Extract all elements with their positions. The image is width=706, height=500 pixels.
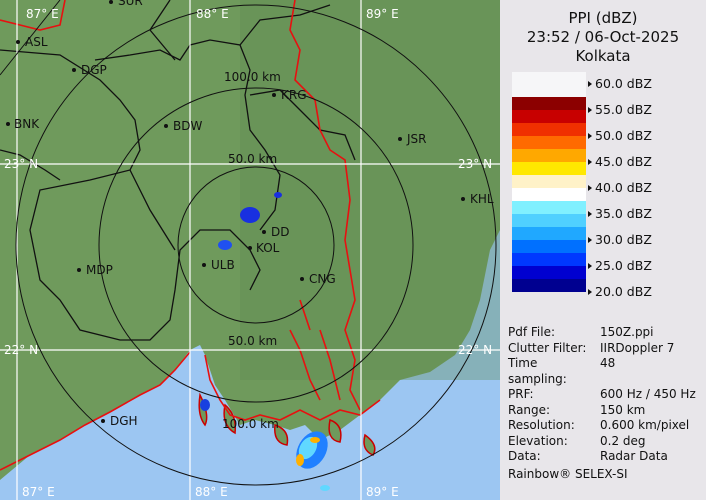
- legend-swatch: [512, 253, 586, 266]
- city-sur: SUR: [118, 0, 143, 8]
- legend-label: 35.0 dBZ: [588, 206, 652, 221]
- weather-bg-tint: [240, 0, 500, 380]
- info-key: Range:: [508, 402, 551, 417]
- lat-22-right-label: 22° N: [458, 343, 492, 357]
- city-khl: KHL: [470, 192, 494, 206]
- city-kol: KOL: [256, 241, 280, 255]
- legend-swatch: [512, 162, 586, 175]
- info-value: 48: [600, 356, 616, 370]
- info-key: Pdf File:: [508, 325, 556, 339]
- city-bdw: BDW: [173, 119, 202, 133]
- info-key: Clutter Filter:: [508, 340, 587, 355]
- lat-22-left-label: 22° N: [4, 343, 38, 357]
- legend-swatch: [512, 136, 586, 149]
- city-cng: CNG: [309, 272, 336, 286]
- station-name: Kolkata: [575, 47, 631, 65]
- legend-swatch: [512, 175, 586, 188]
- lat-23-label: 23° N: [4, 157, 38, 171]
- info-value: 150Z.ppi: [600, 325, 654, 339]
- lat-lon-grid: [0, 0, 500, 500]
- range-100km-bottom-label: 100.0 km: [222, 417, 279, 431]
- legend-swatch: [512, 97, 586, 110]
- radar-parameters: Pdf File: 150Z.ppi Clutter Filter: IIRDoppl…: [508, 325, 696, 482]
- legend-swatch: [512, 188, 586, 201]
- legend-label: 45.0 dBZ: [588, 154, 652, 169]
- range-100km-label: 100.0 km: [224, 70, 281, 84]
- legend-swatch: [512, 110, 586, 123]
- legend-label: 60.0 dBZ: [588, 76, 652, 91]
- credit: Rainbow® SELEX-SI: [508, 466, 628, 481]
- lon-87-top-label: 87° E: [26, 7, 59, 21]
- city-dgh: DGH: [110, 414, 138, 428]
- legend-swatch: [512, 123, 586, 136]
- legend-label: 25.0 dBZ: [588, 258, 652, 273]
- city-ulb: ULB: [211, 258, 235, 272]
- info-value: 0.2 deg: [600, 433, 646, 448]
- city-dgp: DGP: [81, 63, 107, 77]
- legend-swatch: [512, 240, 586, 253]
- city-mdp: MDP: [86, 263, 113, 277]
- legend-swatch: [512, 201, 586, 214]
- info-row: Clutter Filter: IIRDoppler 7: [508, 341, 696, 357]
- legend-label: 20.0 dBZ: [588, 284, 652, 299]
- range-rings: [0, 0, 497, 486]
- lon-89-top-label: 89° E: [366, 7, 399, 21]
- info-key: PRF:: [508, 387, 534, 401]
- lon-89-bottom-label: 89° E: [366, 485, 399, 499]
- city-dd: DD: [271, 225, 289, 239]
- legend-swatch: [512, 266, 586, 279]
- info-value: 150 km: [600, 402, 646, 417]
- info-row: Range: 150 km: [508, 403, 696, 419]
- city-jsr: JSR: [406, 132, 427, 146]
- legend-swatch: [512, 149, 586, 162]
- lat-23-right-label: 23° N: [458, 157, 492, 171]
- city-asl: ASL: [25, 35, 48, 49]
- range-50km-top-label: 50.0 km: [228, 152, 277, 166]
- info-key: Data:: [508, 449, 541, 463]
- legend-label: 40.0 dBZ: [588, 180, 652, 195]
- info-key: Time sampling:: [508, 356, 567, 386]
- info-row: Pdf File: 150Z.ppi: [508, 325, 696, 341]
- product-title: PPI (dBZ): [568, 9, 638, 27]
- info-row: Resolution: 0.600 km/pixel: [508, 418, 696, 434]
- range-50km-bottom-label: 50.0 km: [228, 334, 277, 348]
- city-markers: SUR ASL DGP BNK BDW KRG JSR KHL DD KOL U…: [6, 0, 494, 428]
- legend-swatch: [512, 279, 586, 292]
- lon-87-bottom-label: 87° E: [22, 485, 55, 499]
- radar-echoes: [200, 192, 330, 491]
- international-border: [0, 0, 381, 471]
- info-row: Time sampling: 48: [508, 356, 696, 387]
- lon-88-bottom-label: 88° E: [195, 485, 228, 499]
- info-key: Resolution:: [508, 418, 575, 432]
- info-value: IIRDoppler 7: [600, 340, 675, 355]
- info-row: PRF: 600 Hz / 450 Hz: [508, 387, 696, 403]
- legend-label: 55.0 dBZ: [588, 102, 652, 117]
- datetime: 23:52 / 06-Oct-2025: [526, 28, 680, 46]
- info-value: 600 Hz / 450 Hz: [600, 387, 696, 401]
- legend-swatch-top: [512, 72, 586, 97]
- info-key: Elevation:: [508, 433, 568, 448]
- info-value: Radar Data: [600, 449, 668, 463]
- lon-88-top-label: 88° E: [196, 7, 229, 21]
- city-bnk: BNK: [14, 117, 40, 131]
- islands: [198, 392, 376, 456]
- info-row: Elevation: 0.2 deg: [508, 434, 696, 450]
- radar-map[interactable]: 87° E 88° E 89° E 23° N 23° N 22° N 22° …: [0, 0, 500, 500]
- city-krg: KRG: [281, 88, 307, 102]
- legend-label: 30.0 dBZ: [588, 232, 652, 247]
- info-value: 0.600 km/pixel: [600, 418, 690, 432]
- legend-swatch: [512, 214, 586, 227]
- legend-swatch: [512, 227, 586, 240]
- info-row: Data: Radar Data: [508, 449, 696, 465]
- info-panel: PPI (dBZ) 23:52 / 06-Oct-2025 Kolkata 60…: [500, 0, 706, 500]
- land: [0, 0, 500, 480]
- legend-label: 50.0 dBZ: [588, 128, 652, 143]
